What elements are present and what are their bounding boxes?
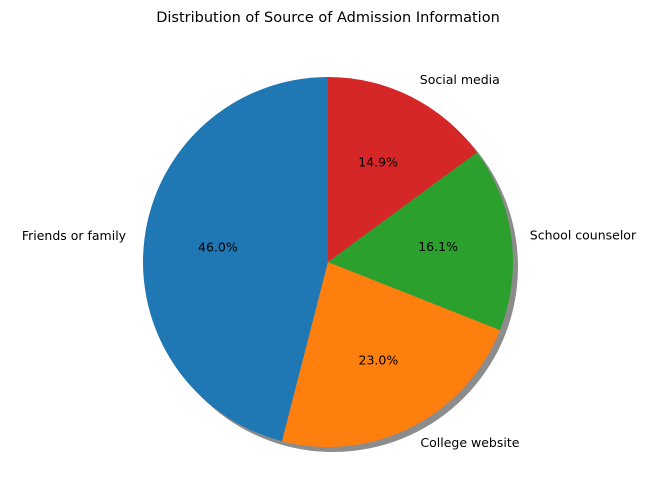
pie-slices [142,77,513,448]
pie-slice-social-media [328,77,477,262]
pie-percent-label-school-counselor: 16.1% [418,239,458,254]
pie-labels: 46.0% Friends or family 23.0% College websi… [22,72,637,450]
pie-category-label-social-media: Social media [420,72,500,87]
pie-percent-label-friends-or-family: 46.0% [198,240,238,255]
pie-slice-college-website [281,262,501,448]
pie-slice-school-counselor [328,152,513,331]
pie-slice-friends-or-family [142,77,328,442]
pie-percent-label-social-media: 14.9% [358,154,398,169]
pie-percent-label-college-website: 23.0% [359,352,399,367]
pie-category-label-school-counselor: School counselor [530,227,637,242]
chart-title: Distribution of Source of Admission Info… [156,10,500,26]
pie-category-label-college-website: College website [420,435,519,450]
pie-category-label-friends-or-family: Friends or family [22,228,127,243]
